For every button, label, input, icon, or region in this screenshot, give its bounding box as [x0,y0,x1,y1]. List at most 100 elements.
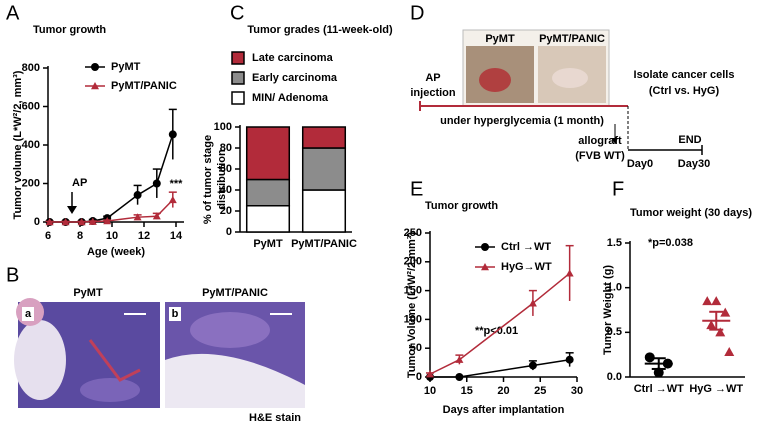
y-tick-label: 200 [22,177,40,189]
chart-title: Tumor growth [425,200,498,212]
bar-segment [245,178,291,207]
y-tick-label: 600 [22,100,40,112]
schematic-text: injection [410,87,456,99]
x-tick-label: 14 [170,230,183,242]
series-line [49,134,174,223]
marker [644,352,655,363]
series-line [429,272,571,375]
y-tick-label: 800 [22,62,40,74]
legend-marker [91,82,99,90]
x-tick-label: 10 [106,230,118,242]
histology-image [165,302,305,408]
marker [77,218,86,226]
legend-marker [481,243,489,251]
legend-marker [91,63,99,71]
legend-label: PyMT/PANIC [111,80,177,92]
marker [152,179,161,188]
image-texture [190,312,270,348]
histology-image [14,298,160,408]
panel-label: B [6,264,19,286]
y-axis-label: distribution [216,149,228,210]
marker [711,296,722,306]
legend-label: HyG→WT [501,261,552,273]
panel-label: D [410,2,424,24]
schematic-text: (FVB WT) [575,150,625,162]
x-tick-label: 25 [534,385,546,397]
legend-label: Ctrl →WT [501,241,551,253]
image-title: PyMT [485,33,515,45]
y-tick-label: 0.0 [607,371,622,383]
legend-label: PyMT [111,61,141,73]
bar-segment [245,205,291,233]
panel-label: F [612,178,624,200]
bar-segment [245,126,291,181]
marker [133,191,142,200]
marker [455,373,464,381]
y-tick-label: 60 [220,163,232,175]
marker [528,361,537,370]
schematic-text: (Ctrl vs. HyG) [649,85,720,97]
y-tick-label: 150 [404,285,422,297]
y-tick-label: 400 [22,139,40,151]
image-label: b [172,308,179,320]
marker [724,346,735,356]
bar-segment [301,147,347,191]
y-tick-label: 0.5 [607,326,622,338]
bar-segment [301,126,347,149]
marker [706,320,717,330]
annotation: *** [170,178,184,190]
y-tick-label: 200 [404,256,422,268]
x-axis-label: Days after implantation [443,404,565,416]
marker [61,218,70,226]
schematic-text: Day0 [627,158,653,170]
x-tick-label: 30 [571,385,583,397]
y-tick-label: 20 [220,205,232,217]
image-title: PyMT/PANIC [539,33,605,45]
y-tick-label: 1.0 [607,282,622,294]
panel-label: E [410,178,423,200]
x-tick-label: 12 [138,230,150,242]
x-tick-label: 10 [424,385,436,397]
schematic-text: END [678,134,701,146]
image-title: PyMT/PANIC [202,287,268,299]
x-tick-label: HyG →WT [689,383,743,395]
legend-marker [481,263,489,271]
image-texture [552,68,588,88]
image-label-box [169,307,181,321]
x-tick-label: 15 [461,385,473,397]
schematic-text: Day30 [678,158,710,170]
arrowhead [612,138,618,144]
marker [88,217,97,225]
series-line [430,358,570,378]
panel-label: C [230,2,244,24]
y-axis-label: Tumor volume (L*W²/2, mm³) [12,70,24,219]
arrowhead [67,206,77,214]
marker [168,130,177,139]
y-tick-label: 100 [214,121,232,133]
legend-label: Early carcinoma [252,72,338,84]
chart-title: Tumor grades (11-week-old) [247,24,393,36]
stain-label: H&E stain [249,412,301,424]
y-tick-label: 0 [226,226,232,238]
image-texture [479,68,511,92]
annotation: AP [72,177,87,189]
y-axis-label: Tumor Volume (L*W²/2,mm³) [406,232,418,379]
image-title: PyMT [73,287,103,299]
marker [45,218,54,226]
x-tick-label: PyMT/PANIC [291,238,357,250]
bar-segment [301,189,347,233]
x-tick-label: Ctrl →WT [634,383,684,395]
annotation: *p=0.038 [648,237,693,249]
marker [565,269,574,277]
legend-label: MIN/ Adenoma [252,92,329,104]
schematic-text: Isolate cancer cells [634,69,735,81]
marker [653,367,664,378]
x-tick-label: PyMT [253,238,283,250]
y-tick-label: 0 [34,216,40,228]
chart-title: Tumor weight (30 days) [630,207,752,219]
legend-swatch [231,91,245,105]
image-label: a [25,308,32,320]
chart-title: Tumor growth [33,24,106,36]
marker [455,355,464,363]
image-texture [14,320,66,400]
